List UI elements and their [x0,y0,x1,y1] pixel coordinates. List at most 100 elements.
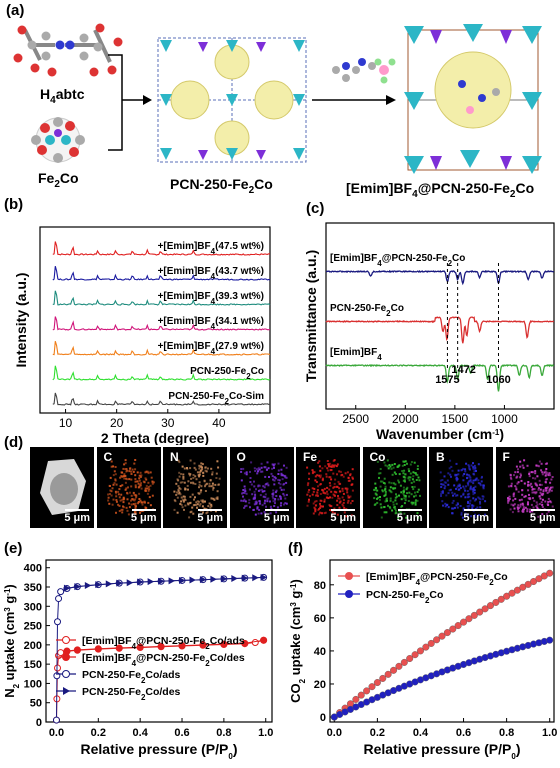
eds-pixel [529,482,532,485]
eds-pixel [125,469,128,472]
eds-pixel [337,497,340,500]
eds-pixel [253,495,256,498]
eds-pixel [285,493,288,496]
eds-pixel [139,482,142,485]
eds-pixel [122,473,125,476]
x-axis-label: Relative pressure (P/P0) [81,741,238,761]
eds-pixel [214,510,217,513]
eds-pixel [262,495,265,498]
eds-pixel [388,464,390,466]
eds-pixel [413,461,416,464]
eds-pixel [184,487,187,490]
eds-pixel [253,503,256,506]
eds-pixel [548,472,551,475]
eds-pixel [478,497,481,500]
eds-pixel [393,507,396,510]
eds-pixel [387,481,390,484]
eds-pixel [265,498,268,501]
eds-pixel [340,470,342,473]
eds-pixel [456,494,459,497]
eds-pixel [398,473,401,476]
eds-pixel [334,464,337,467]
eds-pixel [319,476,322,479]
eds-pixel [311,469,314,472]
series-line [52,392,271,406]
eds-pixel [467,513,469,516]
eds-pixel [126,509,128,512]
eds-pixel [474,479,477,482]
eds-pixel [122,506,125,509]
composite-framework [404,24,542,174]
eds-pixel [459,487,462,489]
eds-pixel [274,511,277,514]
eds-pixel [441,479,444,481]
eds-pixel [344,487,347,490]
co2-isotherm-chart: 0.0 0.2 0.4 0.6 0.8 1.0 0 20 40 60 80 Relative pres… [288,559,557,761]
eds-pixel [324,511,327,514]
eds-pixel [274,491,277,494]
eds-pixel [441,500,444,503]
eds-pixel [281,474,284,477]
data-point [52,716,60,724]
caption-pcn-250: PCN-250-Fe2Co [170,176,273,196]
eds-pixel [322,491,325,494]
eds-pixel [462,485,465,488]
eds-pixel [122,475,125,478]
eds-pixel [515,476,517,479]
eds-pixel [198,471,201,474]
eds-pixel [134,486,137,489]
eds-pixel [329,462,332,465]
x-tick-label: 0.4 [133,727,149,739]
eds-pixel [410,486,413,488]
eds-pixel [189,501,192,504]
eds-pixel [211,471,214,474]
data-point [210,575,217,583]
eds-pixel [477,463,480,466]
scale-label: 5 μm [130,512,157,524]
eds-pixel [284,481,287,484]
eds-tile: N 5 μm [163,447,227,528]
eds-pixel [245,492,248,495]
eds-pixel [510,482,513,485]
eds-pixel [255,472,258,475]
eds-pixel [390,463,393,466]
eds-pixel [539,469,542,472]
eds-pixel [383,477,386,480]
eds-pixel [379,480,382,483]
eds-pixel [549,501,552,504]
series-label: +[Emim]BF4(34.1 wt%) [158,316,264,331]
eds-pixel [514,486,517,489]
data-point [55,595,63,603]
eds-pixel [266,484,269,487]
eds-pixel [328,488,331,491]
eds-pixel [531,491,533,494]
y-tick-label: 80 [314,580,326,592]
eds-pixel [449,488,452,491]
data-point [513,586,521,594]
eds-pixel [392,466,395,469]
eds-pixel [393,487,396,490]
eds-pixel [455,462,458,465]
eds-pixel [416,512,418,515]
eds-pixel [189,459,192,462]
eds-pixel [389,499,392,502]
eds-pixel [457,503,459,506]
eds-pixel [532,491,535,494]
eds-element-label: C [103,450,113,464]
eds-pixel [252,497,255,500]
eds-pixel [399,491,402,494]
eds-pixel [404,499,407,502]
x-tick-label: 1500 [442,412,469,426]
eds-pixel [544,474,547,477]
eds-pixel [342,504,345,507]
eds-pixel [375,501,378,504]
eds-pixel [133,468,136,471]
eds-pixel [316,474,319,477]
legend-label: [Emim]BF4@PCN-250-Fe2Co [366,571,508,587]
eds-pixel [145,487,148,490]
eds-pixel [385,499,388,502]
eds-pixel [469,485,472,488]
eds-pixel [257,512,260,515]
eds-pixel [132,493,135,496]
scale-label: 5 μm [463,512,489,524]
